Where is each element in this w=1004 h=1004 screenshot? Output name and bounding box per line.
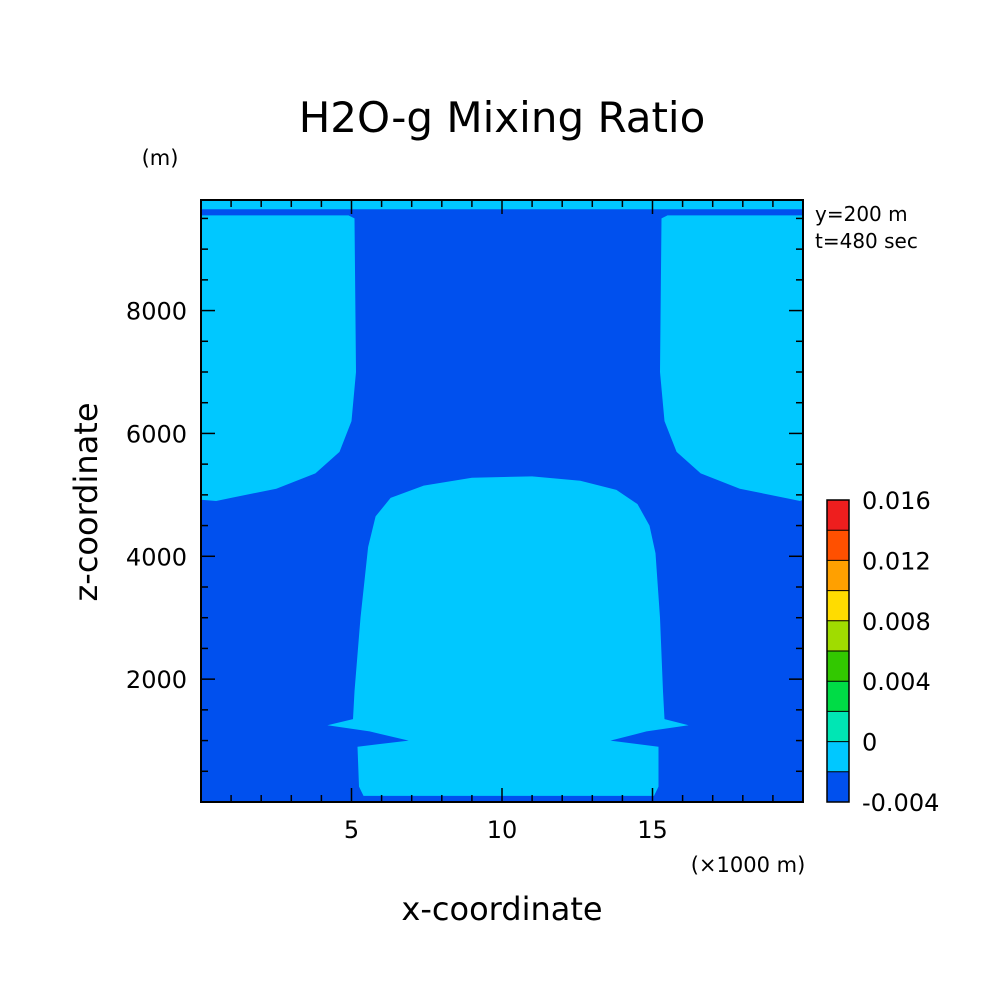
x-tick-label: 15 [637, 816, 668, 844]
axis-ticks [201, 200, 803, 802]
colorbar [826, 499, 850, 803]
central-region [327, 476, 689, 796]
plot-area [200, 199, 804, 803]
x-tick-label: 5 [344, 816, 359, 844]
colorbar-label: 0.016 [862, 487, 931, 515]
colorbar-label: -0.004 [862, 789, 939, 817]
y-tick-label: 2000 [126, 666, 187, 694]
contour-regions [201, 200, 803, 796]
colorbar-label: 0.012 [862, 547, 931, 575]
colorbar-swatch [827, 500, 849, 531]
colorbar-swatch [827, 560, 849, 591]
colorbar-swatch [827, 771, 849, 802]
y-tick-label: 4000 [126, 543, 187, 571]
x-tick-labels: 5 10 15 [344, 816, 668, 844]
upper-left-region [201, 215, 356, 501]
colorbar-swatch [827, 681, 849, 712]
upper-right-region [660, 215, 803, 501]
y-tick-labels: 2000 4000 6000 8000 [126, 298, 187, 695]
x-tick-label: 10 [487, 816, 518, 844]
colorbar-swatch [827, 590, 849, 621]
y-axis-label: z-coordinate [67, 402, 105, 601]
x-unit-label: (×1000 m) [691, 853, 806, 877]
chart-title: H2O-g Mixing Ratio [299, 93, 706, 142]
colorbar-swatch [827, 620, 849, 651]
colorbar-label: 0.008 [862, 608, 931, 636]
y-tick-label: 6000 [126, 420, 187, 448]
colorbar-swatch [827, 651, 849, 682]
colorbar-swatch [827, 711, 849, 742]
colorbar-label: 0.004 [862, 668, 931, 696]
colorbar-frame [826, 499, 850, 803]
annotation-time: t=480 sec [815, 229, 918, 253]
colorbar-swatch [827, 530, 849, 561]
colorbar-label: 0 [862, 729, 877, 757]
colorbar-labels: 0.016 0.012 0.008 0.004 0 -0.004 [862, 487, 939, 817]
colorbar-swatch [827, 741, 849, 772]
annotation-y-position: y=200 m [815, 202, 908, 226]
y-unit-label: (m) [142, 146, 179, 170]
x-axis-label: x-coordinate [401, 890, 602, 928]
y-tick-label: 8000 [126, 298, 187, 326]
